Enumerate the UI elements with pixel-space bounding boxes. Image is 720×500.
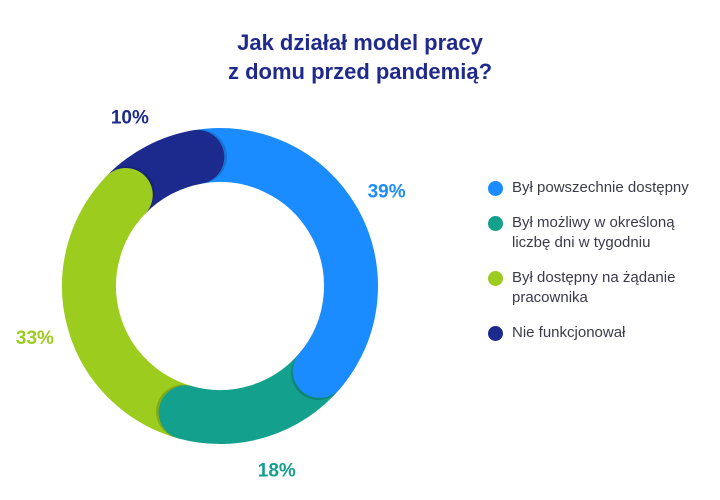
chart-title: Jak działał model pracy z domu przed pan… [0, 28, 720, 86]
donut-slice-cap [158, 385, 213, 440]
chart-legend: Był powszechnie dostępny Był możliwy w o… [488, 178, 720, 358]
legend-item-widely-available: Był powszechnie dostępny [488, 178, 720, 198]
data-label-10-percent: 10% [111, 107, 149, 128]
data-label-33-percent: 33% [16, 328, 54, 349]
legend-swatch [488, 216, 503, 231]
legend-swatch [488, 271, 503, 286]
donut-slice-cap [170, 129, 225, 184]
legend-item-not-functioning: Nie funkcjonował [488, 323, 720, 343]
data-label-39-percent: 39% [368, 182, 406, 203]
legend-label: Nie funkcjonował [512, 324, 626, 341]
legend-swatch [488, 181, 503, 196]
donut-slice-cap [98, 167, 153, 222]
chart-title-line-1: Jak działał model pracy [237, 30, 483, 55]
legend-item-on-request: Był dostępny na żądanie pracownika [488, 268, 720, 308]
donut-slice-cap [292, 343, 347, 398]
legend-item-set-days: Był możliwy w określoną liczbę dni w tyg… [488, 213, 720, 253]
donut-slice-byl-powszechnie-dostepny [192, 128, 378, 389]
legend-label: Był możliwy w określoną liczbę dni w tyg… [512, 214, 675, 251]
legend-label: Był powszechnie dostępny [512, 179, 689, 196]
legend-label: Był dostępny na żądanie pracownika [512, 269, 676, 306]
data-label-18-percent: 18% [258, 460, 296, 481]
legend-swatch [488, 326, 503, 341]
donut-slice-byl-dostepny-na-zadanie-pracownika [62, 176, 194, 439]
chart-title-line-2: z domu przed pandemią? [227, 59, 493, 84]
